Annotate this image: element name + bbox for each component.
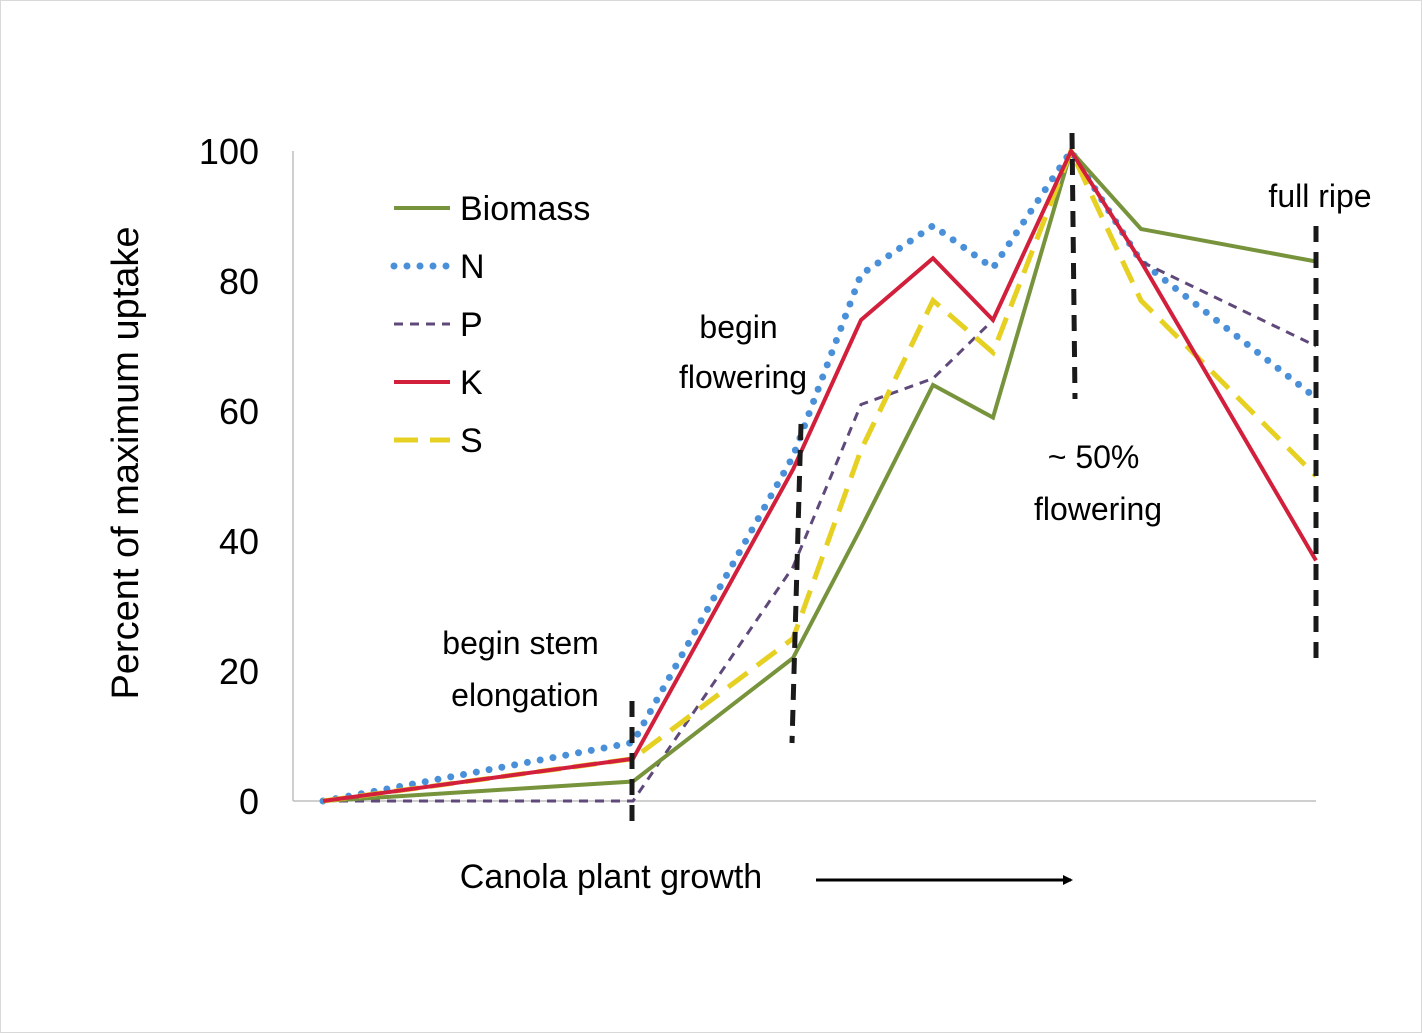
legend-label-biomass: Biomass xyxy=(460,190,590,228)
stage-label-full-ripe: full ripe xyxy=(1268,178,1371,214)
legend-label-n: N xyxy=(460,248,485,286)
series-line-n xyxy=(319,144,1320,805)
y-tick-label: 80 xyxy=(219,261,259,302)
y-tick-label: 0 xyxy=(239,781,259,822)
y-tick-label: 100 xyxy=(199,131,259,172)
legend-label-k: K xyxy=(460,364,483,402)
y-tick-label: 40 xyxy=(219,521,259,562)
legend-label-p: P xyxy=(460,306,483,344)
x-axis-label: Canola plant growth xyxy=(460,858,762,896)
series-layer xyxy=(319,144,1320,805)
y-tick-labels: 0 20 40 60 80 100 xyxy=(199,131,259,822)
y-tick-label: 20 xyxy=(219,651,259,692)
legend-label-s: S xyxy=(460,422,483,460)
y-axis-label: Percent of maximum uptake xyxy=(105,226,147,699)
stage-label-50-flowering: ~ 50% flowering xyxy=(1034,439,1162,527)
stage-marker-line xyxy=(1069,132,1078,400)
stage-label-stem-elongation: begin stem elongation xyxy=(442,625,607,713)
series-line-s xyxy=(322,144,1318,804)
series-line-k xyxy=(322,146,1318,803)
stage-marker-line xyxy=(789,423,804,744)
stage-markers xyxy=(629,132,1319,829)
series-line-biomass xyxy=(322,146,1317,803)
y-tick-label: 60 xyxy=(219,391,259,432)
stage-label-begin-flowering: begin flowering xyxy=(679,309,807,395)
